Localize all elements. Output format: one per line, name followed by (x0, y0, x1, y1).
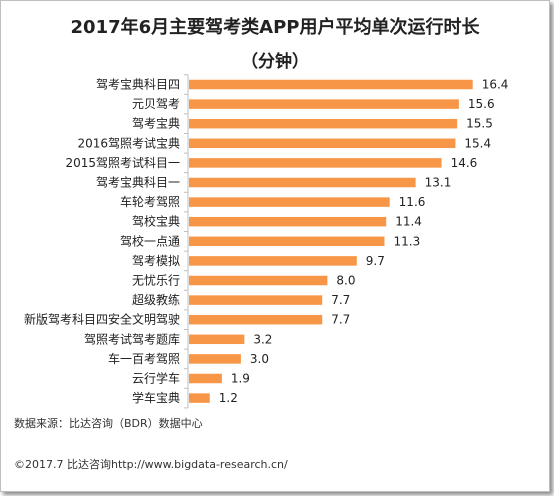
category-label: 新版驾考科目四安全文明驾驶 (24, 312, 180, 327)
value-label: 14.6 (451, 156, 478, 170)
bar (189, 334, 245, 345)
chart-title: 2017年6月主要驾考类APP用户平均单次运行时长 (70, 17, 480, 38)
category-label: 驾校宝典 (132, 214, 180, 229)
bar (189, 118, 458, 129)
bar (189, 197, 390, 207)
value-label: 15.6 (468, 97, 495, 111)
bar (189, 99, 459, 109)
value-label: 11.4 (395, 215, 422, 229)
bar (189, 138, 456, 149)
value-label: 11.6 (399, 195, 426, 209)
category-label: 超级教练 (132, 292, 180, 307)
category-label: 2016驾照考试宝典 (77, 135, 180, 150)
bar (189, 79, 473, 90)
category-label: 车一百考驾照 (108, 351, 180, 366)
bar (189, 256, 357, 266)
value-label: 3.0 (250, 352, 269, 366)
bar (189, 216, 387, 227)
bar (189, 295, 323, 305)
value-label: 11.3 (393, 234, 420, 248)
data-source-note: 数据来源：比达咨询（BDR）数据中心 (14, 417, 203, 430)
value-label: 9.7 (366, 254, 385, 268)
value-label: 1.2 (219, 391, 238, 405)
category-label: 无忧乐行 (132, 274, 180, 288)
bar (189, 177, 416, 188)
value-label: 1.9 (231, 372, 250, 386)
category-label: 驾考宝典 (132, 117, 180, 131)
chart-unit: （分钟） (241, 52, 309, 72)
copyright-note: ©2017.7 比达咨询http://www.bigdata-research.… (14, 458, 288, 471)
category-label: 2015驾照考试科目一 (65, 155, 180, 170)
category-label: 车轮考驾照 (120, 194, 180, 209)
category-label: 驾照考试驾考题库 (84, 331, 180, 346)
value-label: 7.7 (331, 293, 350, 307)
bar (189, 158, 442, 168)
value-label: 7.7 (331, 313, 350, 327)
bar (189, 275, 328, 286)
category-label: 学车宝典 (132, 390, 180, 405)
category-label: 驾考宝典科目四 (96, 78, 180, 92)
category-label: 驾考模拟 (132, 254, 180, 268)
bar (189, 236, 385, 247)
value-label: 15.5 (466, 117, 493, 131)
value-label: 16.4 (482, 78, 509, 92)
bar (189, 393, 210, 403)
value-label: 15.4 (464, 136, 491, 150)
category-label: 云行学车 (132, 371, 180, 386)
value-label: 3.2 (253, 332, 272, 346)
value-label: 13.1 (425, 176, 452, 190)
category-label: 驾校一点通 (120, 233, 180, 248)
bar (189, 354, 241, 364)
category-label: 元贝驾考 (132, 97, 180, 111)
category-label: 驾考宝典科目一 (96, 176, 180, 190)
bar-chart: 驾考宝典科目四 16.4 元贝驾考 15.6 驾考宝典 15.5 2016驾照考试宝典 15.… (24, 74, 509, 409)
bar (189, 373, 222, 384)
bar (189, 314, 323, 325)
value-label: 8.0 (336, 274, 355, 288)
